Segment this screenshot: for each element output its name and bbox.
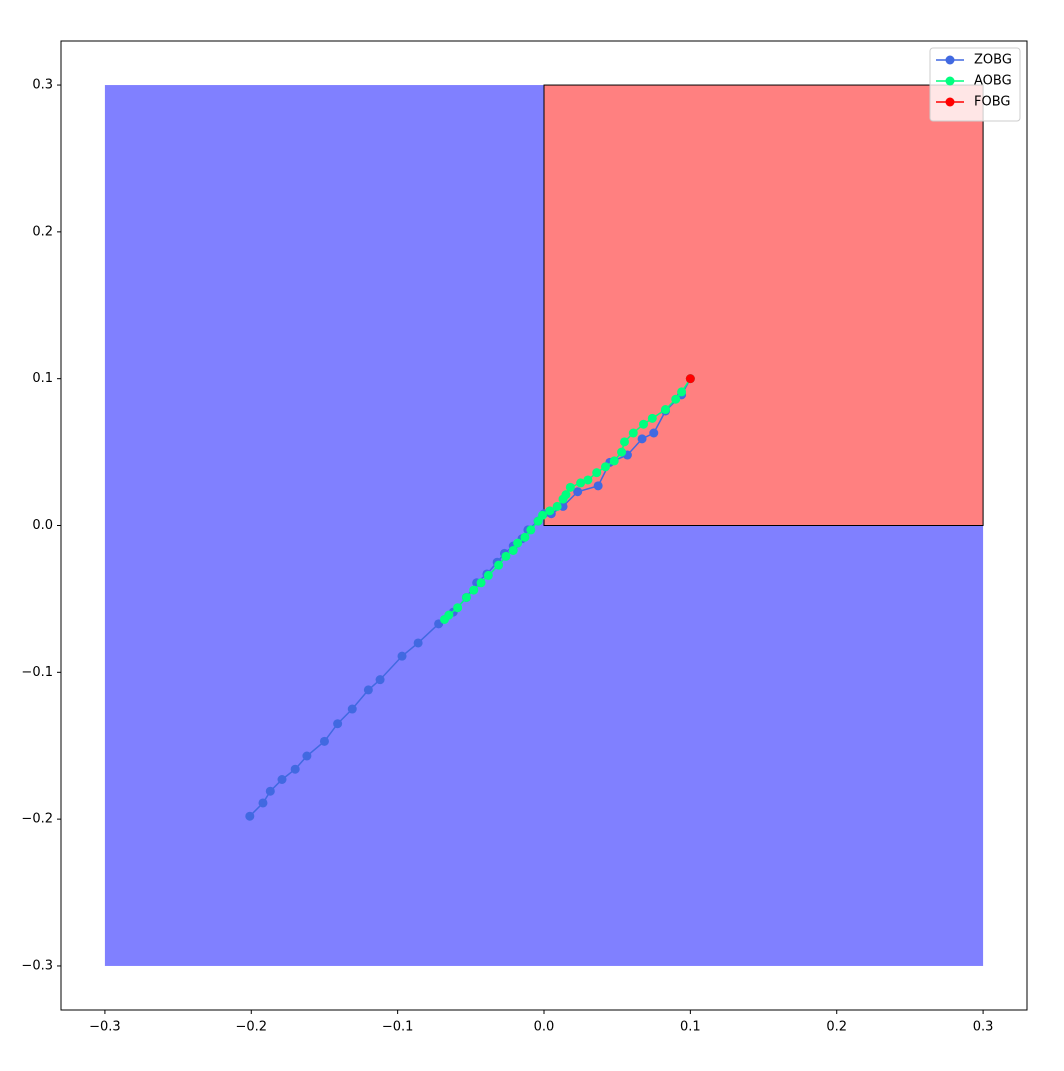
point [671, 394, 681, 404]
point [545, 506, 555, 516]
x-tick-label: 0.2 [826, 1020, 847, 1035]
x-tick-label: −0.1 [382, 1020, 414, 1035]
x-tick-label: −0.2 [235, 1020, 267, 1035]
y-tick-label: 0.2 [32, 224, 53, 239]
point [494, 560, 504, 570]
point [649, 428, 659, 438]
legend-marker [945, 76, 955, 86]
y-tick-label: −0.3 [21, 958, 53, 973]
y-tick-label: −0.2 [21, 812, 53, 827]
legend-marker [945, 97, 955, 107]
point [573, 487, 583, 497]
point [647, 413, 657, 423]
point [609, 456, 619, 466]
legend-label: AOBG [974, 74, 1012, 89]
point [483, 570, 493, 580]
point [453, 603, 463, 613]
point [576, 478, 586, 488]
legend-label: ZOBG [974, 53, 1012, 68]
point [600, 462, 610, 472]
point [265, 786, 275, 796]
point [685, 374, 695, 384]
point [413, 638, 423, 648]
point [476, 578, 486, 588]
point [469, 585, 479, 595]
point [347, 704, 357, 714]
point [526, 525, 536, 535]
point [552, 501, 562, 511]
point [593, 481, 603, 491]
point [660, 405, 670, 415]
x-tick-label: 0.0 [534, 1020, 555, 1035]
point [319, 736, 329, 746]
point [561, 490, 571, 500]
legend-label: FOBG [974, 95, 1010, 110]
point [397, 651, 407, 661]
y-tick-label: −0.1 [21, 665, 53, 680]
point [538, 510, 548, 520]
point [592, 468, 602, 478]
point [277, 774, 287, 784]
x-tick-label: 0.1 [680, 1020, 701, 1035]
point [677, 387, 687, 397]
point [513, 538, 523, 548]
point [501, 551, 511, 561]
point [290, 764, 300, 774]
point [565, 482, 575, 492]
series-line [443, 378, 691, 620]
point [375, 675, 385, 685]
point [444, 610, 454, 620]
point [620, 437, 629, 447]
point [363, 685, 373, 695]
point [461, 592, 471, 602]
point [258, 798, 268, 808]
point [245, 811, 255, 821]
point [508, 545, 518, 555]
point [639, 419, 649, 429]
y-tick-label: 0.1 [32, 371, 53, 386]
y-tick-label: 0.3 [32, 78, 53, 93]
legend-marker [945, 55, 955, 65]
point [302, 751, 312, 761]
x-tick-label: 0.3 [973, 1020, 994, 1035]
point [520, 532, 530, 542]
x-tick-label: −0.3 [89, 1020, 121, 1035]
point [628, 428, 638, 438]
point [617, 447, 627, 457]
y-tick-label: 0.0 [32, 518, 53, 533]
point [583, 475, 593, 485]
point [637, 434, 647, 444]
point [333, 719, 343, 729]
